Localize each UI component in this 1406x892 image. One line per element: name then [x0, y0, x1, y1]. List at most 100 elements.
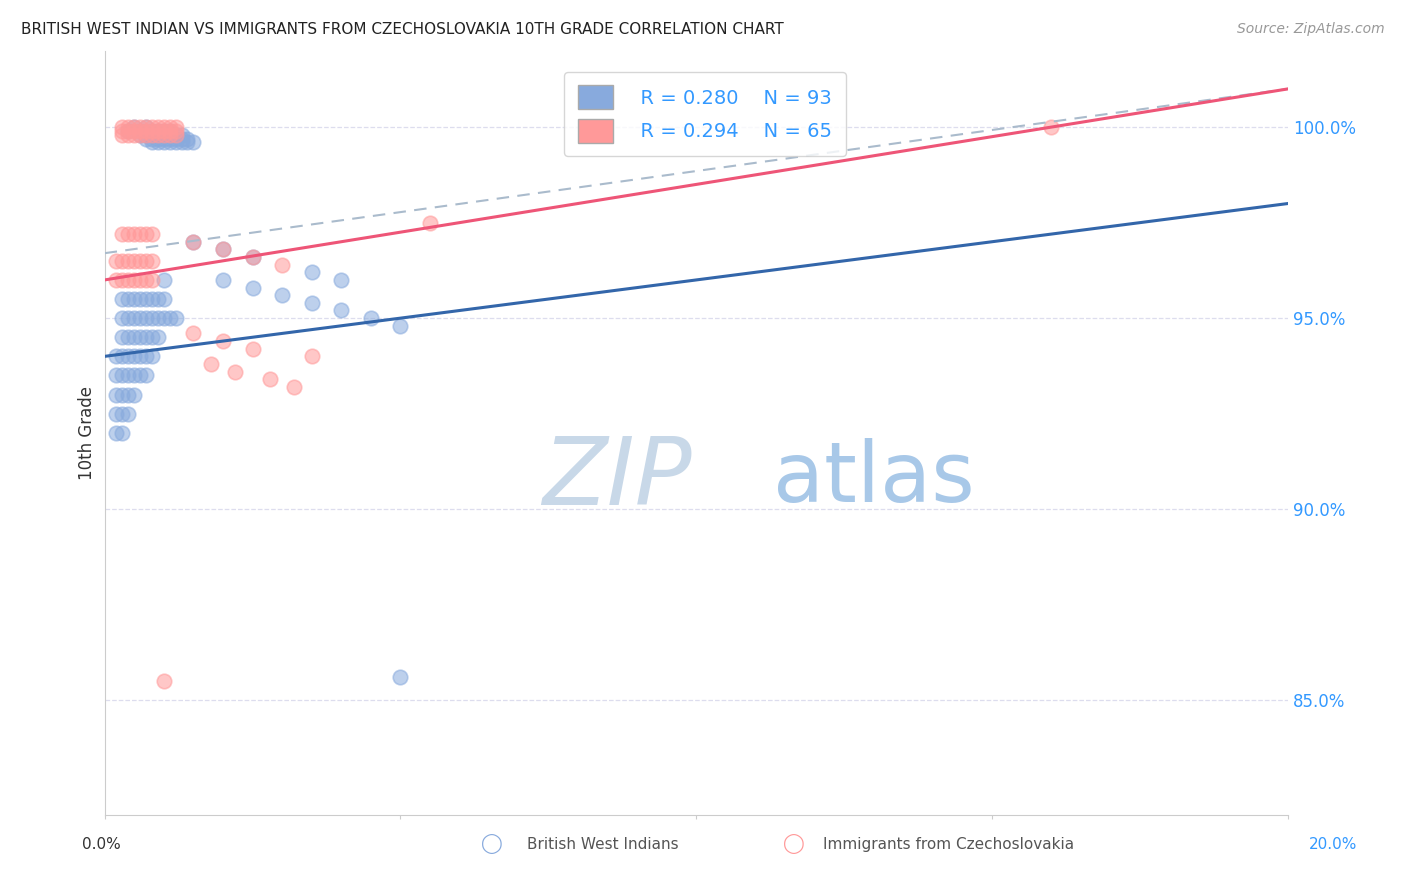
Point: [165, 128, 187, 142]
Point: [301, 296, 323, 310]
Point: [135, 330, 157, 344]
Point: [122, 349, 145, 363]
Point: [111, 124, 134, 138]
Point: [141, 292, 163, 306]
Point: [146, 124, 169, 138]
Point: [170, 136, 193, 150]
Point: [165, 311, 187, 326]
Text: British West Indians: British West Indians: [527, 838, 679, 852]
Point: [122, 292, 145, 306]
Point: [146, 311, 169, 326]
Point: [129, 311, 152, 326]
Point: [212, 243, 235, 257]
Point: [129, 273, 152, 287]
Point: [141, 136, 163, 150]
Point: [152, 120, 174, 134]
Point: [146, 120, 169, 134]
Point: [183, 326, 205, 341]
Point: [141, 227, 163, 241]
Point: [129, 120, 152, 134]
Text: 20.0%: 20.0%: [1309, 838, 1357, 852]
Point: [122, 227, 145, 241]
Point: [152, 131, 174, 145]
Text: ◯: ◯: [481, 834, 503, 855]
Point: [170, 131, 193, 145]
Point: [152, 311, 174, 326]
Point: [135, 120, 157, 134]
Point: [212, 273, 235, 287]
Point: [159, 136, 181, 150]
Point: [141, 120, 163, 134]
Point: [129, 227, 152, 241]
Point: [330, 303, 353, 318]
Point: [122, 387, 145, 401]
Point: [176, 131, 198, 145]
Point: [135, 349, 157, 363]
Point: [111, 292, 134, 306]
Point: [122, 124, 145, 138]
Point: [301, 349, 323, 363]
Point: [122, 273, 145, 287]
Point: [111, 368, 134, 383]
Point: [105, 368, 128, 383]
Point: [117, 124, 139, 138]
Point: [283, 380, 305, 394]
Point: [389, 318, 412, 333]
Point: [141, 124, 163, 138]
Point: [271, 288, 294, 302]
Point: [117, 387, 139, 401]
Point: [111, 407, 134, 421]
Point: [242, 342, 264, 356]
Point: [212, 334, 235, 348]
Point: [129, 128, 152, 142]
Point: [105, 349, 128, 363]
Point: [159, 124, 181, 138]
Point: [135, 292, 157, 306]
Point: [176, 136, 198, 150]
Point: [152, 128, 174, 142]
Point: [111, 253, 134, 268]
Text: atlas: atlas: [773, 438, 974, 519]
Point: [122, 311, 145, 326]
Point: [117, 253, 139, 268]
Point: [111, 120, 134, 134]
Point: [117, 292, 139, 306]
Point: [159, 128, 181, 142]
Point: [111, 387, 134, 401]
Point: [152, 136, 174, 150]
Point: [105, 387, 128, 401]
Point: [129, 253, 152, 268]
Point: [129, 128, 152, 142]
Y-axis label: 10th Grade: 10th Grade: [79, 385, 96, 480]
Point: [330, 273, 353, 287]
Point: [159, 120, 181, 134]
Point: [111, 349, 134, 363]
Point: [111, 425, 134, 440]
Point: [141, 124, 163, 138]
Point: [159, 124, 181, 138]
Point: [117, 407, 139, 421]
Point: [117, 120, 139, 134]
Point: [129, 349, 152, 363]
Text: Source: ZipAtlas.com: Source: ZipAtlas.com: [1237, 22, 1385, 37]
Point: [165, 136, 187, 150]
Point: [129, 368, 152, 383]
Point: [159, 311, 181, 326]
Point: [122, 120, 145, 134]
Point: [146, 292, 169, 306]
Point: [111, 128, 134, 142]
Point: [183, 235, 205, 249]
Point: [129, 124, 152, 138]
Point: [117, 128, 139, 142]
Point: [135, 128, 157, 142]
Point: [129, 292, 152, 306]
Point: [129, 124, 152, 138]
Point: [141, 330, 163, 344]
Point: [135, 128, 157, 142]
Point: [419, 216, 441, 230]
Point: [122, 128, 145, 142]
Point: [135, 273, 157, 287]
Point: [146, 128, 169, 142]
Point: [146, 128, 169, 142]
Text: ZIP: ZIP: [543, 434, 692, 524]
